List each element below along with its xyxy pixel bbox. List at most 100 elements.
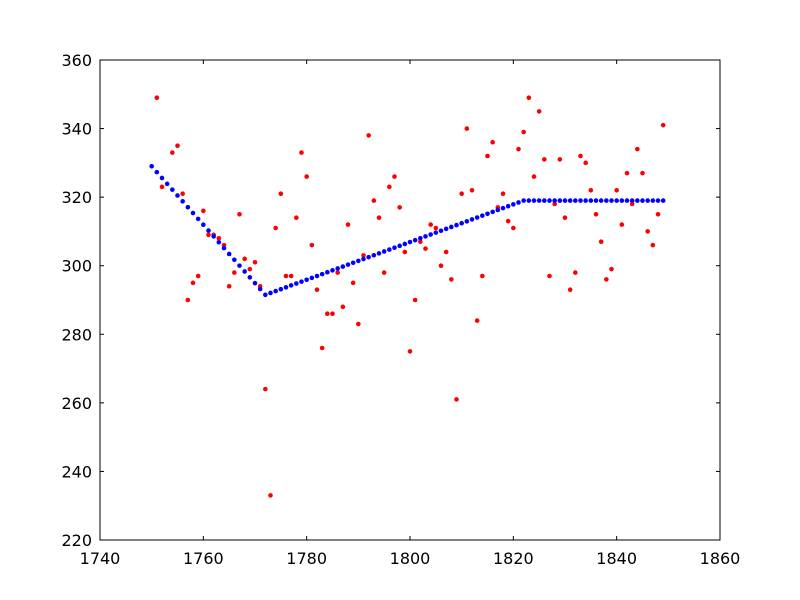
fit-point: [263, 292, 268, 298]
observed-point: [242, 256, 247, 262]
x-tick-label: 1740: [80, 549, 121, 568]
observed-point: [423, 246, 428, 251]
observed-point: [624, 170, 630, 176]
observed-point: [330, 311, 335, 317]
fit-point: [604, 198, 609, 203]
observed-point: [474, 318, 480, 323]
y-tick-label: 360: [61, 51, 92, 70]
observed-point: [459, 191, 464, 197]
y-tick-label: 340: [61, 120, 92, 139]
observed-point: [531, 174, 537, 179]
fit-point: [299, 279, 304, 284]
observed-point: [645, 229, 650, 234]
observed-point: [392, 174, 397, 179]
fit-point: [381, 249, 387, 254]
observed-point: [299, 150, 304, 155]
observed-point: [304, 174, 309, 179]
fit-point: [309, 275, 315, 281]
observed-series: [154, 95, 666, 498]
observed-point: [319, 345, 325, 351]
fit-point: [345, 262, 351, 267]
fit-point: [474, 215, 480, 220]
observed-point: [273, 225, 278, 231]
observed-point: [449, 277, 454, 282]
fit-point: [598, 198, 604, 203]
x-tick-label: 1820: [493, 549, 534, 568]
observed-point: [206, 232, 211, 238]
fit-point: [356, 258, 361, 264]
fit-point: [485, 211, 490, 217]
x-tick-label: 1760: [183, 549, 224, 568]
fit-point: [164, 181, 170, 187]
observed-point: [185, 297, 191, 303]
observed-point: [180, 191, 185, 197]
observed-point: [278, 191, 284, 197]
observed-point: [190, 280, 196, 286]
fit-point: [211, 234, 216, 239]
observed-point: [201, 208, 206, 214]
fit-point: [175, 193, 180, 198]
observed-point: [547, 273, 552, 279]
fit-series: [149, 163, 666, 298]
observed-point: [402, 249, 408, 255]
fit-point: [614, 198, 619, 203]
fit-point: [247, 275, 253, 280]
observed-point: [288, 273, 294, 279]
fit-point: [619, 198, 625, 203]
fit-point: [159, 175, 165, 181]
observed-point: [170, 150, 175, 155]
fit-point: [273, 288, 278, 294]
observed-point: [195, 273, 201, 279]
fit-point: [319, 271, 325, 277]
observed-point: [309, 242, 315, 248]
observed-point: [604, 277, 609, 282]
fit-point: [257, 286, 263, 292]
observed-point: [619, 222, 625, 227]
fit-point: [624, 198, 630, 203]
y-tick-label: 300: [61, 257, 92, 276]
observed-point: [283, 273, 289, 279]
fit-point: [593, 198, 599, 203]
fit-point: [516, 200, 521, 205]
fit-point: [573, 198, 578, 203]
observed-point: [154, 95, 160, 101]
observed-point: [325, 311, 330, 317]
observed-point: [609, 266, 614, 272]
fit-point: [330, 268, 335, 273]
observed-point: [268, 493, 273, 498]
fit-point: [655, 198, 661, 203]
fit-point: [335, 266, 340, 271]
observed-point: [469, 187, 475, 193]
observed-point: [443, 249, 449, 255]
fit-point: [180, 199, 185, 204]
fit-point: [325, 269, 330, 275]
observed-point: [614, 187, 619, 193]
fit-point: [376, 251, 382, 256]
fit-point: [464, 219, 470, 224]
observed-point: [438, 263, 444, 269]
observed-point: [216, 235, 222, 241]
fit-point: [583, 198, 588, 203]
fit-point: [505, 203, 511, 209]
fit-point: [526, 198, 532, 203]
observed-point: [521, 129, 526, 135]
observed-point: [433, 225, 439, 231]
fit-point: [407, 239, 413, 245]
observed-point: [557, 157, 563, 162]
fit-point: [340, 264, 346, 269]
observed-point: [237, 211, 242, 217]
fit-point: [552, 198, 557, 203]
y-tick-label: 280: [61, 325, 92, 344]
observed-point: [562, 215, 568, 221]
observed-point: [635, 146, 640, 152]
y-tick-label: 220: [61, 531, 92, 550]
fit-point: [423, 234, 428, 239]
fit-point: [371, 252, 377, 258]
observed-point: [247, 266, 253, 272]
fit-point: [237, 263, 242, 268]
observed-point: [583, 160, 588, 166]
fit-point: [454, 222, 459, 228]
observed-point: [381, 270, 387, 275]
observed-point: [412, 297, 418, 303]
